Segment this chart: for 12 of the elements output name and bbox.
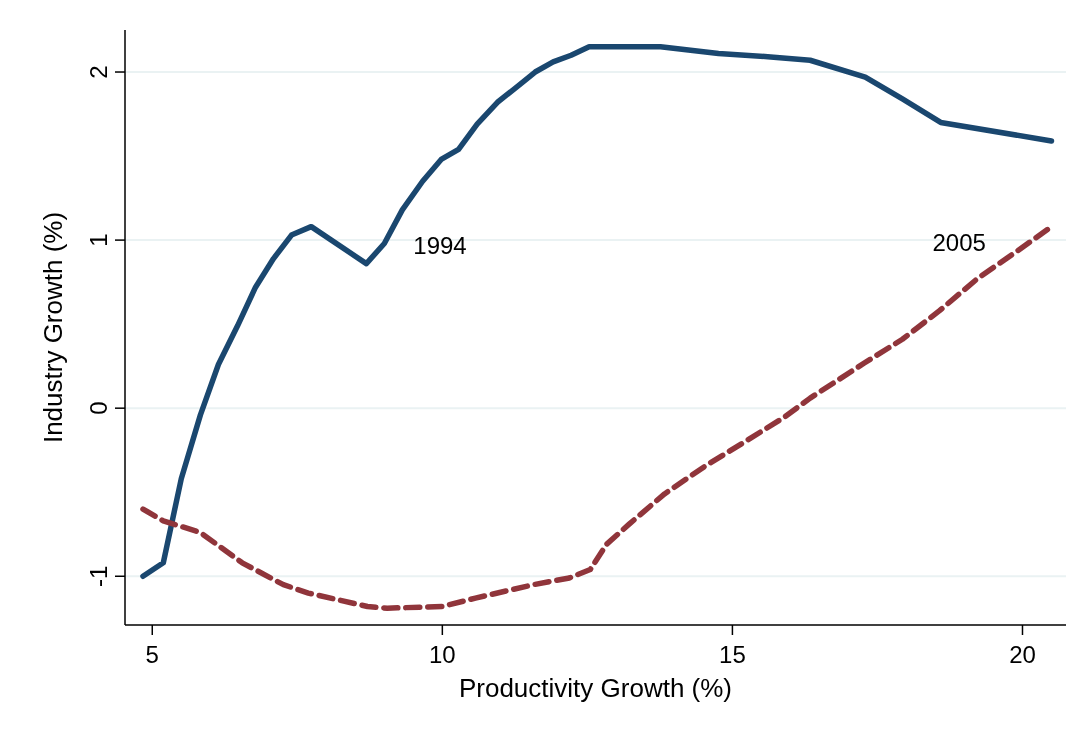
- x-tick-label: 15: [719, 641, 746, 668]
- y-tick-label: 0: [85, 401, 112, 415]
- series-label: 2005: [932, 229, 986, 257]
- y-tick-label: -1: [85, 565, 112, 587]
- y-axis-title: Industry Growth (%): [38, 211, 68, 444]
- x-tick-label: 10: [428, 641, 456, 668]
- x-tick-label: 5: [145, 641, 159, 668]
- y-tick-label: 2: [85, 65, 112, 79]
- x-tick-label: 20: [1009, 641, 1036, 668]
- y-tick-label: 1: [85, 233, 112, 247]
- x-axis-title: Productivity Growth (%): [458, 673, 733, 703]
- series-label: 1994: [413, 231, 467, 259]
